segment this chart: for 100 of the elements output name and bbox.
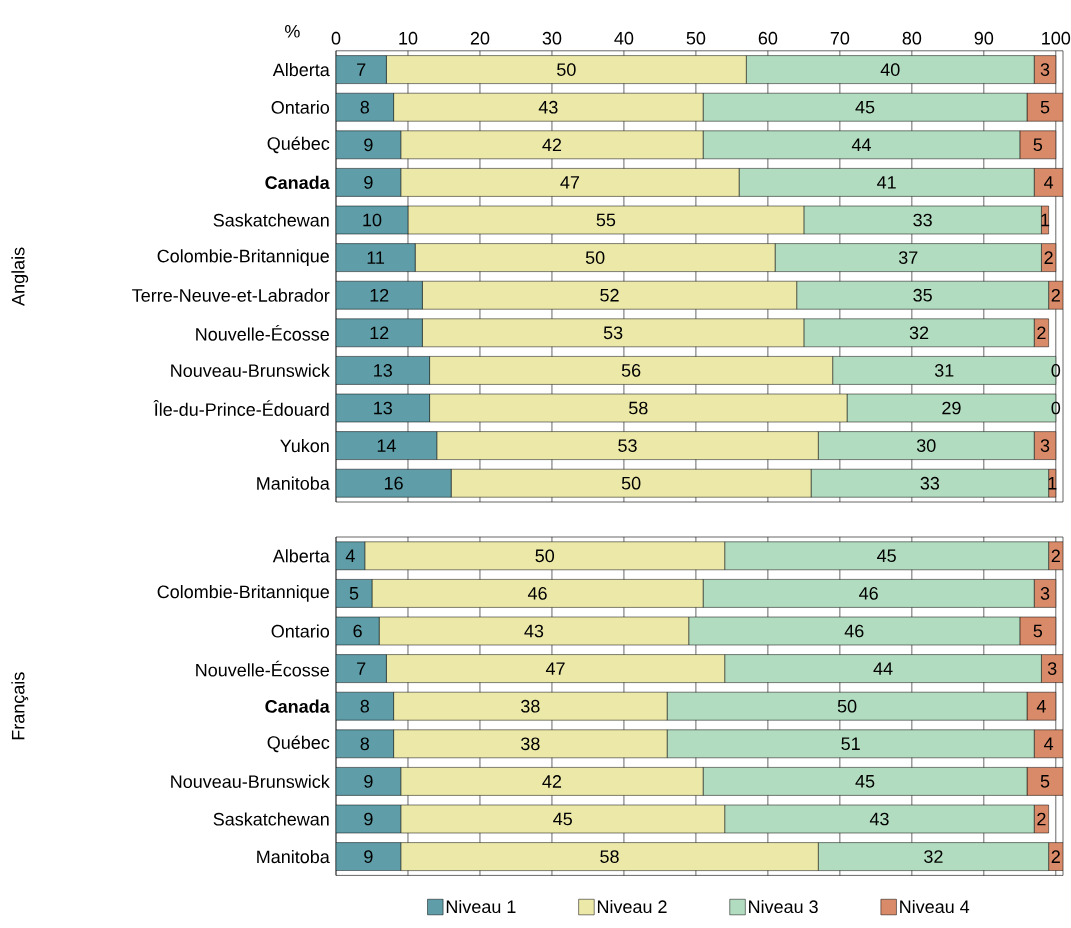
y-tick-label: Québec xyxy=(267,735,330,753)
data-label: 33 xyxy=(920,476,940,490)
y-tick-label: Ontario xyxy=(271,100,330,114)
data-label: 50 xyxy=(621,476,641,490)
data-label: 9 xyxy=(364,138,373,152)
data-label: 13 xyxy=(374,364,392,377)
data-label: 4 xyxy=(1044,737,1054,750)
legend-label: Niveau 3 xyxy=(749,899,818,914)
bar xyxy=(336,842,402,871)
data-label: 56 xyxy=(621,364,641,377)
data-label: 5 xyxy=(1033,138,1043,152)
data-label: 38 xyxy=(521,737,540,751)
y-tick-label: Canada xyxy=(265,175,330,190)
data-label: 43 xyxy=(524,624,544,638)
data-label: 50 xyxy=(535,549,555,563)
data-label: 50 xyxy=(837,699,857,713)
data-label: 12 xyxy=(370,288,389,302)
y-tick-label: Colombie-Britannique xyxy=(157,249,329,266)
data-label: 9 xyxy=(364,775,373,788)
x-tick-label: 10 xyxy=(399,31,418,45)
data-label: 45 xyxy=(877,549,896,563)
data-label: 53 xyxy=(603,326,623,340)
data-label: 2 xyxy=(1037,326,1046,340)
data-label: 41 xyxy=(877,176,896,189)
bar xyxy=(336,767,402,796)
data-label: 12 xyxy=(370,326,389,340)
data-label: 42 xyxy=(542,138,562,152)
data-label: 2 xyxy=(1044,251,1053,264)
data-label: 42 xyxy=(542,775,562,788)
data-label: 2 xyxy=(1051,549,1060,563)
data-label: 29 xyxy=(942,401,961,415)
y-tick-label: Saskatchewan xyxy=(213,812,329,826)
data-label: 5 xyxy=(349,587,359,600)
data-label: 46 xyxy=(859,587,878,600)
data-label: 3 xyxy=(1047,662,1057,675)
y-tick-label: Ontario xyxy=(271,624,330,638)
x-tick-label: 30 xyxy=(542,31,562,45)
y-tick-label: Nouveau-Brunswick xyxy=(171,774,330,788)
data-label: 58 xyxy=(629,401,648,415)
data-label: 55 xyxy=(596,213,616,227)
data-label: 14 xyxy=(377,439,396,452)
data-label: 44 xyxy=(873,662,893,675)
y-tick-label: Nouveau-Brunswick xyxy=(171,363,330,378)
data-label: 6 xyxy=(353,624,362,638)
y-tick-label: Alberta xyxy=(272,62,330,77)
data-label: 50 xyxy=(557,63,576,76)
data-label: 7 xyxy=(357,662,366,675)
bar xyxy=(336,691,394,721)
y-tick-label: Nouvelle-Écosse xyxy=(196,324,329,341)
data-label: 0 xyxy=(1051,364,1061,377)
y-axis-title: Français xyxy=(11,672,29,740)
data-label: 9 xyxy=(364,176,373,189)
data-label: 3 xyxy=(1040,587,1050,600)
data-label: 35 xyxy=(913,288,932,302)
data-label: 5 xyxy=(1040,100,1050,114)
data-label: 2 xyxy=(1037,812,1046,826)
legend-label: Niveau 1 xyxy=(446,899,516,914)
x-tick-label: 50 xyxy=(686,31,706,45)
y-axis-title: Anglais xyxy=(11,247,29,306)
data-label: 0 xyxy=(1051,401,1061,415)
x-tick-label: 60 xyxy=(758,31,778,45)
data-label: 2 xyxy=(1051,850,1060,863)
y-tick-label: Québec xyxy=(267,136,330,154)
y-tick-label: Saskatchewan xyxy=(213,213,329,227)
data-label: 38 xyxy=(521,699,540,713)
data-label: 52 xyxy=(600,288,619,302)
legend-label: Niveau 4 xyxy=(900,899,970,914)
data-label: 9 xyxy=(364,850,373,863)
y-tick-label: Colombie-Britannique xyxy=(157,585,329,602)
data-label: 58 xyxy=(600,850,619,863)
data-label: 3 xyxy=(1040,439,1050,452)
bar xyxy=(336,729,394,759)
data-label: 5 xyxy=(1040,775,1050,788)
y-tick-label: Manitoba xyxy=(257,476,330,490)
bar xyxy=(336,654,387,683)
data-label: 40 xyxy=(880,63,900,76)
data-label: 5 xyxy=(1033,624,1043,638)
y-tick-label: Terre-Neuve-et-Labrador xyxy=(132,288,330,302)
data-label: 45 xyxy=(855,775,875,788)
x-tick-label: 20 xyxy=(470,31,490,45)
data-label: 32 xyxy=(909,326,929,340)
y-tick-label: Nouvelle-Écosse xyxy=(196,660,329,677)
data-label: 2 xyxy=(1051,288,1060,302)
data-label: 37 xyxy=(898,251,918,264)
data-label: 47 xyxy=(560,176,580,189)
y-tick-label: Yukon xyxy=(280,438,329,453)
data-label: 16 xyxy=(384,476,403,490)
y-tick-label: Île-du-Prince-Édouard xyxy=(153,400,329,416)
data-label: 9 xyxy=(364,812,373,826)
data-label: 43 xyxy=(869,812,889,826)
data-label: 3 xyxy=(1040,63,1050,76)
data-label: 45 xyxy=(855,100,875,114)
data-label: 7 xyxy=(357,63,366,76)
data-label: 46 xyxy=(844,624,864,638)
data-label: 31 xyxy=(934,364,954,377)
data-label: 8 xyxy=(360,100,370,114)
data-label: 11 xyxy=(367,251,385,264)
data-label: 32 xyxy=(924,850,943,863)
x-tick-label: 100 xyxy=(1042,31,1071,45)
data-label: 8 xyxy=(360,699,370,713)
